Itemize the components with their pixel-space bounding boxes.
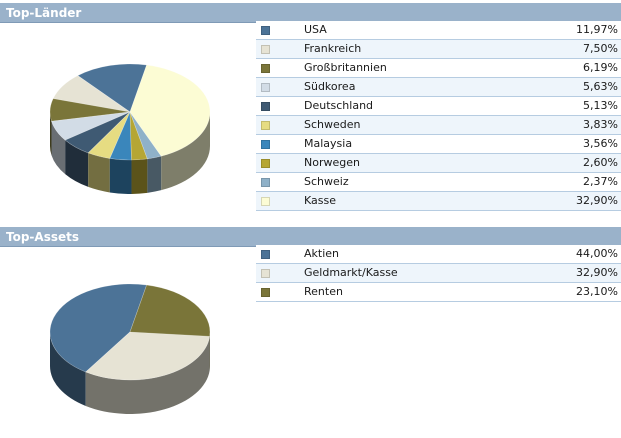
countries-pie-side-malaysia <box>110 158 132 194</box>
countries-legend-swatch <box>261 64 270 73</box>
assets-legend-value: 32,90% <box>576 264 618 282</box>
countries-pie-top <box>50 64 210 160</box>
countries-legend-row-deutschland: Deutschland 5,13% <box>256 97 621 116</box>
countries-legend-value: 6,19% <box>583 59 618 77</box>
countries-legend-row-frankreich: Frankreich 7,50% <box>256 40 621 59</box>
countries-legend-swatch <box>261 121 270 130</box>
countries-legend-row-schweiz: Schweiz 2,37% <box>256 173 621 192</box>
countries-pie-chart <box>30 38 230 218</box>
countries-legend-table: USA 11,97% Frankreich 7,50% Großbritannien 6,… <box>256 21 621 211</box>
countries-legend-swatch <box>261 197 270 206</box>
assets-legend-table: Aktien 44,00% Geldmarkt/Kasse 32,90% Renten 2… <box>256 245 621 302</box>
countries-legend-row-suedkorea: Südkorea 5,63% <box>256 78 621 97</box>
assets-legend-label: Geldmarkt/Kasse <box>304 264 398 282</box>
countries-legend-label: Deutschland <box>304 97 373 115</box>
assets-section-title: Top-Assets <box>6 230 79 244</box>
countries-legend-label: USA <box>304 21 327 39</box>
countries-legend-value: 3,56% <box>583 135 618 153</box>
countries-legend-value: 2,37% <box>583 173 618 191</box>
countries-legend-row-schweden: Schweden 3,83% <box>256 116 621 135</box>
assets-legend-swatch <box>261 288 270 297</box>
countries-legend-value: 7,50% <box>583 40 618 58</box>
countries-legend-swatch <box>261 159 270 168</box>
countries-legend-row-kasse: Kasse 32,90% <box>256 192 621 211</box>
countries-legend-row-grossbritannien: Großbritannien 6,19% <box>256 59 621 78</box>
assets-legend-swatch <box>261 250 270 259</box>
countries-legend-label: Schweden <box>304 116 361 134</box>
countries-pie-side-schweden <box>88 153 110 193</box>
countries-legend-swatch <box>261 26 270 35</box>
countries-legend-value: 11,97% <box>576 21 618 39</box>
assets-section-header: Top-Assets <box>0 227 621 247</box>
countries-legend-value: 32,90% <box>576 192 618 210</box>
countries-legend-swatch <box>261 45 270 54</box>
countries-legend-value: 5,13% <box>583 97 618 115</box>
assets-pie-chart <box>30 258 230 438</box>
countries-legend-label: Frankreich <box>304 40 361 58</box>
countries-pie-side-norwegen <box>132 159 148 194</box>
countries-legend-swatch <box>261 178 270 187</box>
countries-legend-label: Südkorea <box>304 78 355 96</box>
countries-pie-side-schweiz <box>147 156 161 193</box>
countries-legend-label: Kasse <box>304 192 336 210</box>
countries-legend-row-usa: USA 11,97% <box>256 21 621 40</box>
countries-legend-label: Norwegen <box>304 154 360 172</box>
assets-legend-row-geldmarkt-kasse: Geldmarkt/Kasse 32,90% <box>256 264 621 283</box>
countries-section-header: Top-Länder <box>0 3 621 23</box>
countries-legend-value: 5,63% <box>583 78 618 96</box>
assets-legend-row-renten: Renten 23,10% <box>256 283 621 302</box>
assets-legend-value: 44,00% <box>576 245 618 263</box>
countries-legend-swatch <box>261 102 270 111</box>
countries-legend-swatch <box>261 140 270 149</box>
countries-legend-row-norwegen: Norwegen 2,60% <box>256 154 621 173</box>
assets-legend-label: Aktien <box>304 245 339 263</box>
countries-legend-value: 3,83% <box>583 116 618 134</box>
countries-section-title: Top-Länder <box>6 6 81 20</box>
assets-legend-value: 23,10% <box>576 283 618 301</box>
countries-legend-label: Großbritannien <box>304 59 387 77</box>
countries-legend-label: Malaysia <box>304 135 352 153</box>
countries-legend-swatch <box>261 83 270 92</box>
countries-legend-value: 2,60% <box>583 154 618 172</box>
countries-legend-label: Schweiz <box>304 173 349 191</box>
assets-legend-row-aktien: Aktien 44,00% <box>256 245 621 264</box>
assets-pie-top <box>50 284 210 380</box>
assets-legend-label: Renten <box>304 283 343 301</box>
assets-legend-swatch <box>261 269 270 278</box>
countries-legend-row-malaysia: Malaysia 3,56% <box>256 135 621 154</box>
